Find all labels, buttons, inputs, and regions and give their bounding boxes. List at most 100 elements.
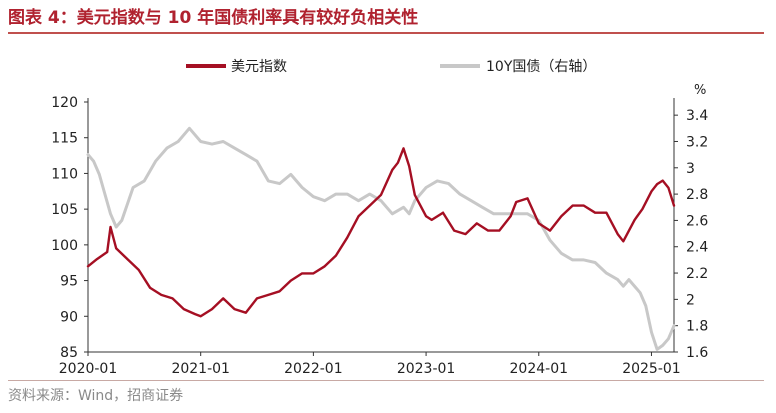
data-point-dollar-index <box>96 258 98 260</box>
data-point-dollar-index <box>515 201 518 203</box>
data-point-10y-bond <box>560 252 563 255</box>
data-point-10y-bond <box>408 212 411 215</box>
data-point-10y-bond <box>87 153 89 156</box>
right-y-tick-label: 2.2 <box>686 266 708 282</box>
data-point-10y-bond <box>459 193 461 196</box>
data-point-10y-bond <box>639 291 642 294</box>
data-point-dollar-index <box>149 286 151 289</box>
data-point-dollar-index <box>537 222 540 225</box>
left-y-tick-label: 120 <box>51 95 78 111</box>
right-y-tick-label: 2.6 <box>686 213 708 229</box>
data-point-dollar-index <box>622 240 625 243</box>
right-y-tick-label: 3 <box>686 161 695 177</box>
data-point-dollar-index <box>267 294 270 296</box>
data-point-10y-bond <box>436 180 439 182</box>
left-y-tick-label: 100 <box>51 238 78 254</box>
data-point-10y-bond <box>104 193 106 196</box>
data-point-dollar-index <box>498 229 501 232</box>
data-point-10y-bond <box>346 193 349 196</box>
legend-swatch-dollar-index <box>186 64 226 68</box>
figure-title: 图表 4：美元指数与 10 年国债利率具有较好负相关性 <box>8 8 419 28</box>
legend-item-10y-bond: 10Y国债（右轴） <box>440 59 596 75</box>
data-point-10y-bond <box>278 182 281 185</box>
right-y-tick-label: 1.6 <box>686 345 708 361</box>
left-y-tick-label: 85 <box>60 345 78 361</box>
left-y-tick-label: 115 <box>51 131 78 147</box>
data-point-10y-bond <box>222 140 225 143</box>
data-point-dollar-index <box>430 219 433 221</box>
data-point-dollar-index <box>616 233 619 236</box>
data-point-dollar-index <box>571 204 574 207</box>
left-y-tick-label: 110 <box>51 166 78 182</box>
data-point-10y-bond <box>656 348 658 351</box>
x-tick-label: 2024-01 <box>510 361 569 377</box>
data-point-10y-bond <box>650 331 653 334</box>
data-point-dollar-index <box>402 147 405 150</box>
data-point-dollar-index <box>301 272 303 275</box>
data-point-10y-bond <box>154 160 157 163</box>
data-point-dollar-index <box>391 169 394 171</box>
data-point-10y-bond <box>256 160 258 163</box>
data-point-10y-bond <box>233 147 236 150</box>
data-point-10y-bond <box>199 140 202 143</box>
data-point-10y-bond <box>661 344 664 347</box>
data-point-10y-bond <box>166 147 168 150</box>
data-point-10y-bond <box>188 127 191 130</box>
data-point-dollar-index <box>413 194 416 196</box>
data-point-10y-bond <box>413 199 416 202</box>
x-tick-label: 2020-01 <box>59 361 118 377</box>
data-point-dollar-index <box>346 236 349 239</box>
data-point-10y-bond <box>115 226 118 228</box>
legend-swatch-10y-bond <box>440 64 480 68</box>
data-point-dollar-index <box>335 254 337 257</box>
data-point-dollar-index <box>442 211 444 214</box>
data-point-dollar-index <box>661 179 664 182</box>
x-tick-label: 2023-01 <box>397 361 456 377</box>
data-point-dollar-index <box>109 226 112 228</box>
data-point-10y-bond <box>289 173 292 176</box>
data-point-10y-bond <box>571 259 574 261</box>
data-point-dollar-index <box>222 297 225 300</box>
source-note: 资料来源：Wind，招商证券 <box>8 388 184 404</box>
data-point-10y-bond <box>470 199 473 202</box>
data-point-dollar-index <box>289 279 292 282</box>
data-point-10y-bond <box>526 212 529 215</box>
data-point-10y-bond <box>644 305 647 307</box>
data-point-dollar-index <box>380 194 382 196</box>
data-point-10y-bond <box>481 206 484 209</box>
data-point-dollar-index <box>244 311 247 314</box>
data-point-10y-bond <box>98 173 101 176</box>
data-point-10y-bond <box>177 140 180 143</box>
data-point-10y-bond <box>391 212 394 215</box>
x-tick-label: 2021-01 <box>171 361 230 377</box>
left-y-tick-label: 95 <box>60 274 78 290</box>
legend: 美元指数 10Y国债（右轴） <box>186 59 596 75</box>
right-axis-unit: % <box>694 83 706 98</box>
data-point-dollar-index <box>408 165 411 168</box>
data-point-dollar-index <box>560 215 563 218</box>
data-point-dollar-index <box>487 229 489 232</box>
data-point-dollar-index <box>464 233 467 236</box>
data-point-10y-bond <box>616 278 619 281</box>
data-point-dollar-index <box>397 161 399 164</box>
series-line-10y-bond <box>86 126 676 351</box>
data-point-dollar-index <box>194 313 197 315</box>
data-point-dollar-index <box>667 186 670 189</box>
legend-item-dollar-index: 美元指数 <box>186 59 287 75</box>
data-point-dollar-index <box>199 315 202 318</box>
data-point-dollar-index <box>233 308 236 310</box>
data-point-10y-bond <box>425 186 427 189</box>
legend-label-dollar-index: 美元指数 <box>231 59 287 75</box>
data-point-dollar-index <box>549 229 551 232</box>
data-point-dollar-index <box>425 215 427 218</box>
data-point-10y-bond <box>492 212 495 215</box>
data-point-10y-bond <box>504 212 506 215</box>
data-point-dollar-index <box>323 265 326 268</box>
data-point-dollar-index <box>256 297 258 300</box>
data-point-dollar-index <box>594 211 596 214</box>
data-point-dollar-index <box>126 258 129 260</box>
data-point-dollar-index <box>475 222 478 225</box>
data-point-10y-bond <box>673 324 675 327</box>
data-point-10y-bond <box>301 186 303 189</box>
right-y-tick-label: 3.2 <box>686 134 708 150</box>
